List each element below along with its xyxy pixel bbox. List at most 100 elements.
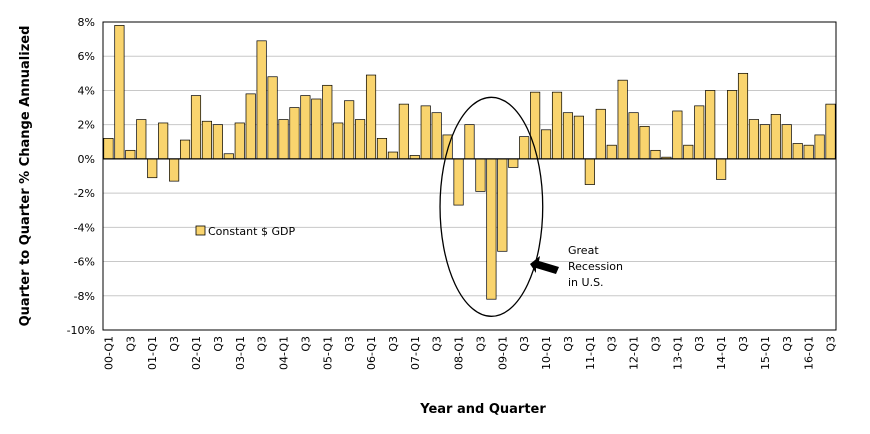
x-tick-label: Q3 bbox=[431, 336, 444, 352]
bar bbox=[387, 151, 398, 160]
bar bbox=[201, 120, 212, 160]
bar bbox=[234, 122, 245, 160]
x-tick-label: 06-Q1 bbox=[365, 336, 378, 370]
x-tick-label: 09-Q1 bbox=[496, 336, 509, 370]
x-tick-label: Q3 bbox=[343, 336, 356, 352]
bar bbox=[289, 107, 300, 160]
bar bbox=[814, 134, 825, 160]
x-tick-label: Q3 bbox=[649, 336, 662, 352]
x-tick-label: 10-Q1 bbox=[540, 336, 553, 370]
bar bbox=[770, 114, 781, 160]
bar bbox=[792, 143, 803, 160]
bar bbox=[169, 158, 180, 182]
y-tick-label: 6% bbox=[78, 50, 95, 63]
y-tick-label: -8% bbox=[74, 290, 95, 303]
bar bbox=[497, 158, 508, 252]
bar bbox=[365, 74, 377, 160]
y-tick-label: 0% bbox=[78, 153, 95, 166]
bar bbox=[245, 93, 256, 160]
bar bbox=[212, 124, 223, 160]
x-tick-label: 07-Q1 bbox=[409, 336, 422, 370]
x-tick-label: 16-Q1 bbox=[803, 336, 816, 370]
bar bbox=[508, 158, 519, 168]
bar bbox=[355, 119, 366, 160]
x-tick-label: Q3 bbox=[781, 336, 794, 352]
x-tick-label: Q3 bbox=[168, 336, 181, 352]
bar bbox=[628, 112, 639, 160]
legend-swatch bbox=[195, 225, 206, 236]
bar bbox=[562, 112, 574, 160]
legend: Constant $ GDP bbox=[195, 225, 295, 238]
x-tick-label: Q3 bbox=[825, 336, 838, 352]
annotation-line-3: in U.S. bbox=[568, 276, 604, 289]
x-tick-label: 15-Q1 bbox=[759, 336, 772, 370]
x-tick-label: 02-Q1 bbox=[190, 336, 203, 370]
bars bbox=[103, 25, 836, 300]
bar bbox=[705, 90, 716, 160]
bar bbox=[125, 149, 136, 160]
bar bbox=[190, 95, 202, 160]
bar bbox=[672, 110, 683, 160]
x-tick-label: Q3 bbox=[212, 336, 225, 352]
bar bbox=[333, 122, 344, 160]
bar bbox=[595, 108, 606, 160]
x-axis-title: Year and Quarter bbox=[419, 402, 546, 417]
x-tick-label: Q3 bbox=[256, 336, 269, 352]
x-tick-label: Q3 bbox=[693, 336, 706, 352]
bar bbox=[803, 144, 814, 160]
x-tick-label: 13-Q1 bbox=[671, 336, 684, 370]
x-tick-label: 03-Q1 bbox=[234, 336, 247, 370]
y-tick-label: -2% bbox=[74, 187, 95, 200]
bar bbox=[114, 25, 125, 160]
bar bbox=[606, 144, 617, 160]
bar bbox=[617, 79, 628, 160]
bar bbox=[727, 90, 738, 160]
bar bbox=[551, 91, 563, 160]
bar bbox=[683, 144, 694, 160]
bar bbox=[464, 124, 475, 160]
x-tick-label: Q3 bbox=[387, 336, 400, 352]
x-tick-label: Q3 bbox=[606, 336, 619, 352]
x-tick-label: Q3 bbox=[562, 336, 575, 352]
bar bbox=[311, 98, 322, 160]
y-tick-label: 2% bbox=[78, 119, 95, 132]
bar bbox=[158, 122, 169, 160]
recession-ellipse bbox=[439, 96, 544, 317]
bar bbox=[716, 158, 727, 180]
x-tick-label: 11-Q1 bbox=[584, 336, 597, 370]
x-tick-label: Q3 bbox=[518, 336, 531, 352]
bar bbox=[453, 158, 464, 206]
bar bbox=[825, 103, 836, 160]
x-tick-label: Q3 bbox=[124, 336, 137, 352]
bar bbox=[541, 129, 552, 160]
x-tick-label: 01-Q1 bbox=[146, 336, 159, 370]
bar bbox=[759, 124, 770, 160]
bar bbox=[256, 40, 267, 160]
y-tick-label: 4% bbox=[78, 84, 95, 97]
bar bbox=[737, 72, 749, 160]
bar bbox=[147, 158, 158, 179]
bar bbox=[223, 153, 234, 160]
y-axis-title: Quarter to Quarter % Change Annualized bbox=[18, 26, 33, 327]
x-tick-label: 12-Q1 bbox=[628, 336, 641, 370]
x-tick-label: 05-Q1 bbox=[321, 336, 334, 370]
bar bbox=[475, 158, 486, 192]
y-tick-label: 8% bbox=[78, 16, 95, 29]
bar bbox=[267, 76, 278, 160]
x-tick-label: Q3 bbox=[737, 336, 750, 352]
x-tick-labels: 00-Q1 Q3 01-Q1 Q3 02-Q1 Q3 03-Q1 Q3 04-Q1 Q3 05-Q1… bbox=[102, 336, 837, 370]
bar bbox=[584, 158, 595, 185]
bar bbox=[639, 126, 650, 160]
bar bbox=[486, 158, 497, 300]
x-tick-label: 08-Q1 bbox=[453, 336, 466, 370]
bar bbox=[431, 112, 442, 160]
x-tick-label: Q3 bbox=[299, 336, 312, 352]
bar bbox=[322, 84, 333, 160]
bar bbox=[694, 105, 705, 160]
bar bbox=[300, 95, 311, 160]
bar bbox=[136, 119, 147, 160]
y-tick-label: -10% bbox=[67, 324, 95, 337]
bar bbox=[103, 138, 114, 160]
bar bbox=[278, 119, 289, 160]
